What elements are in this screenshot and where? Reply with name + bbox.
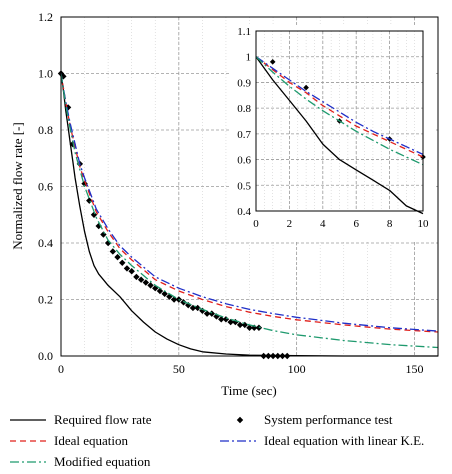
y-tick-label: 0.8 [38,123,53,137]
x-tick-label: 0 [253,218,259,230]
series-linear-line [60,73,439,332]
y-tick-label: 0.8 [237,103,251,115]
legend: Required flow rate System performance tes… [10,412,424,469]
x-axis-label: Time (sec) [221,383,277,398]
legend-item-required: Required flow rate [10,412,152,427]
series-test-point [180,299,187,306]
series-test-point [123,265,131,272]
series-test-point [147,282,154,289]
y-tick-label: 0.5 [237,180,251,192]
x-tick-label: 2 [287,218,293,230]
legend-label: Ideal equation with linear K.E. [264,433,424,448]
series-test-point [104,239,112,247]
y-tick-label: 1.2 [38,10,53,24]
y-tick-label: 0.9 [237,77,251,89]
y-tick-label: 1.1 [237,26,251,38]
legend-item-linear: Ideal equation with linear K.E. [220,433,424,448]
x-tick-label: 150 [405,362,423,376]
y-tick-label: 0.7 [237,129,251,141]
series-test-point [60,73,67,80]
y-tick-label: 0.4 [237,206,251,218]
legend-label: System performance test [264,412,393,427]
series-required-line [255,56,424,215]
series-modified-line [255,56,424,166]
legend-item-ideal: Ideal equation [10,433,128,448]
x-tick-label: 0 [58,362,64,376]
legend-marker [236,416,244,424]
series-test-point [152,285,159,292]
series-test-point [218,316,225,323]
series-test-point [222,316,230,323]
x-tick-label: 8 [387,218,393,230]
series-test-point [303,84,309,91]
y-axis-label: Normalized flow rate [-] [10,122,25,249]
series-test-point [86,197,93,204]
legend-label: Required flow rate [54,412,152,427]
legend-label: Modified equation [54,454,151,469]
y-tick-label: 1 [246,52,252,64]
series-test-point [137,276,145,283]
inset-panel [230,25,435,240]
y-tick-label: 0.2 [38,293,53,307]
series-test-point [246,324,253,331]
y-tick-label: 0.0 [38,349,53,363]
series-test-point [236,321,244,329]
inset-ticks: 0 2 4 6 8 10 0.4 0.5 0.6 0.7 0.8 0.9 1 1.1 [237,26,429,230]
series-test-point [119,259,126,266]
series-test-point [142,279,150,286]
series-test-point [269,59,276,65]
series-test-point [114,253,121,261]
series-required-line [60,73,438,357]
series-ideal-line [255,56,424,158]
legend-item-test: System performance test [236,412,393,427]
series-test-point [90,211,98,218]
y-tick-label: 1.0 [38,67,53,81]
series-test-point [133,273,140,281]
series-test-point [203,310,211,317]
x-tick-label: 10 [418,218,430,230]
main-ticks: 0 50 100 150 0.0 0.2 0.4 0.6 0.8 1.0 1.2 [38,10,423,376]
x-tick-label: 100 [288,362,306,376]
x-tick-label: 50 [173,362,185,376]
inset-background [230,25,435,240]
series-test-point [109,248,117,255]
series-modified-line [60,73,439,349]
series-test-point [128,268,135,275]
inset-plot-frame [255,30,424,212]
y-tick-label: 0.6 [237,155,251,167]
x-tick-label: 6 [353,218,359,230]
series-test-point [161,290,168,298]
main-plot-frame [60,16,439,357]
series-test-point [156,287,164,295]
legend-item-modified: Modified equation [10,454,151,469]
y-tick-label: 0.4 [38,236,53,250]
y-tick-label: 0.6 [38,180,53,194]
legend-label: Ideal equation [54,433,128,448]
x-tick-label: 4 [320,218,326,230]
series-test-point [227,318,234,326]
main-series [57,70,439,360]
